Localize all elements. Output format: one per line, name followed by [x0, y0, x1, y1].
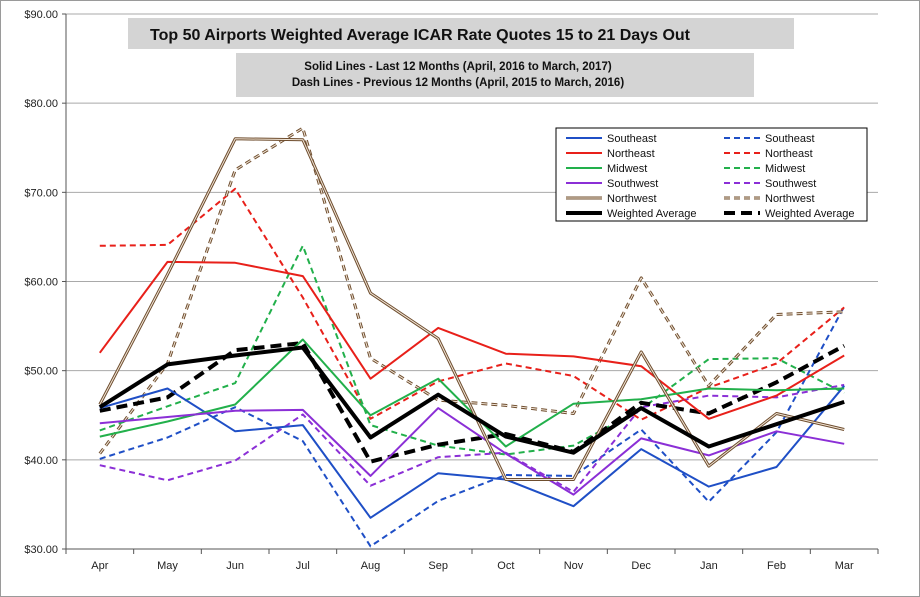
series-southwest-current — [99, 407, 845, 496]
y-tick-label: $70.00 — [24, 187, 58, 199]
legend-northwest-current-label: Northwest — [607, 193, 657, 205]
subtitle-box: Solid Lines - Last 12 Months (April, 201… — [236, 53, 754, 97]
series-midwest-current — [99, 338, 845, 448]
series-northwest-previous-core — [99, 127, 845, 454]
axes: $30.00 $40.00 $50.00 $60.00 $70.00 $80.00 $90.… — [24, 9, 879, 572]
series-southeast-previous — [99, 306, 846, 548]
series-northeast-current — [98, 260, 845, 420]
legend-northeast-previous-label: Northeast — [765, 148, 813, 160]
x-tick-label: Nov — [564, 560, 584, 572]
legend-weighted-average-previous-label: Weighted Average — [765, 208, 855, 220]
series-northwest-previous — [98, 126, 845, 455]
y-tick-label: $40.00 — [24, 455, 58, 467]
title-box: Top 50 Airports Weighted Average ICAR Ra… — [128, 18, 794, 49]
x-tick-label: Sep — [428, 560, 448, 572]
x-tick-label: Mar — [835, 560, 854, 572]
legend-midwest-current-label: Midwest — [607, 163, 647, 175]
x-tick-label: May — [157, 560, 178, 572]
legend-southeast-current-label: Southeast — [607, 133, 657, 145]
subtitle-background — [236, 53, 754, 97]
series-northwest-current — [98, 137, 845, 481]
legend-weighted-average-current-label: Weighted Average — [607, 208, 697, 220]
series-northwest-current-core — [99, 138, 845, 480]
legend: Southeast Northeast Midwest Southwest Northw… — [555, 127, 868, 222]
legend-midwest-previous-label: Midwest — [765, 163, 805, 175]
x-tick-label: Jun — [226, 560, 244, 572]
chart-title: Top 50 Airports Weighted Average ICAR Ra… — [150, 27, 691, 44]
series-midwest-previous — [99, 244, 845, 456]
x-tick-label: Aug — [361, 560, 381, 572]
title-background — [128, 18, 794, 49]
legend-southwest-current-label: Southwest — [607, 178, 658, 190]
series-weighted-average-current — [98, 345, 845, 455]
x-tick-label: Dec — [631, 560, 651, 572]
y-tick-label: $80.00 — [24, 98, 58, 110]
y-tick-label: $60.00 — [24, 277, 58, 289]
y-tick-label: $90.00 — [24, 9, 58, 21]
x-tick-label: Apr — [91, 560, 108, 572]
legend-northeast-current-label: Northeast — [607, 148, 655, 160]
legend-box — [555, 127, 868, 222]
x-tick-label: Jan — [700, 560, 718, 572]
series-northeast-previous — [99, 187, 845, 421]
series-southeast-current — [99, 385, 845, 519]
subtitle-line-1: Solid Lines - Last 12 Months (April, 201… — [304, 61, 612, 73]
x-tick-label: Jul — [296, 560, 310, 572]
series-lines — [98, 126, 846, 548]
y-tick-label: $30.00 — [24, 544, 58, 556]
legend-southwest-previous-label: Southwest — [765, 178, 816, 190]
x-tick-label: Feb — [767, 560, 786, 572]
x-tick-label: Oct — [497, 560, 514, 572]
y-tick-label: $50.00 — [24, 366, 58, 378]
legend-northwest-previous-label: Northwest — [765, 193, 815, 205]
legend-southeast-previous-label: Southeast — [765, 133, 815, 145]
subtitle-line-2: Dash Lines - Previous 12 Months (April, … — [292, 77, 624, 89]
